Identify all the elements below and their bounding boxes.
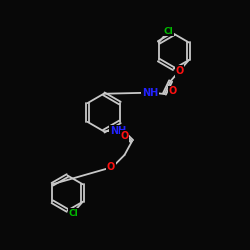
Text: O: O bbox=[107, 162, 115, 172]
Text: NH: NH bbox=[142, 88, 158, 98]
Text: O: O bbox=[120, 131, 128, 141]
Text: O: O bbox=[168, 86, 176, 97]
Text: O: O bbox=[175, 66, 184, 76]
Text: NH: NH bbox=[110, 126, 126, 136]
Text: Cl: Cl bbox=[68, 208, 78, 218]
Text: Cl: Cl bbox=[163, 27, 173, 36]
